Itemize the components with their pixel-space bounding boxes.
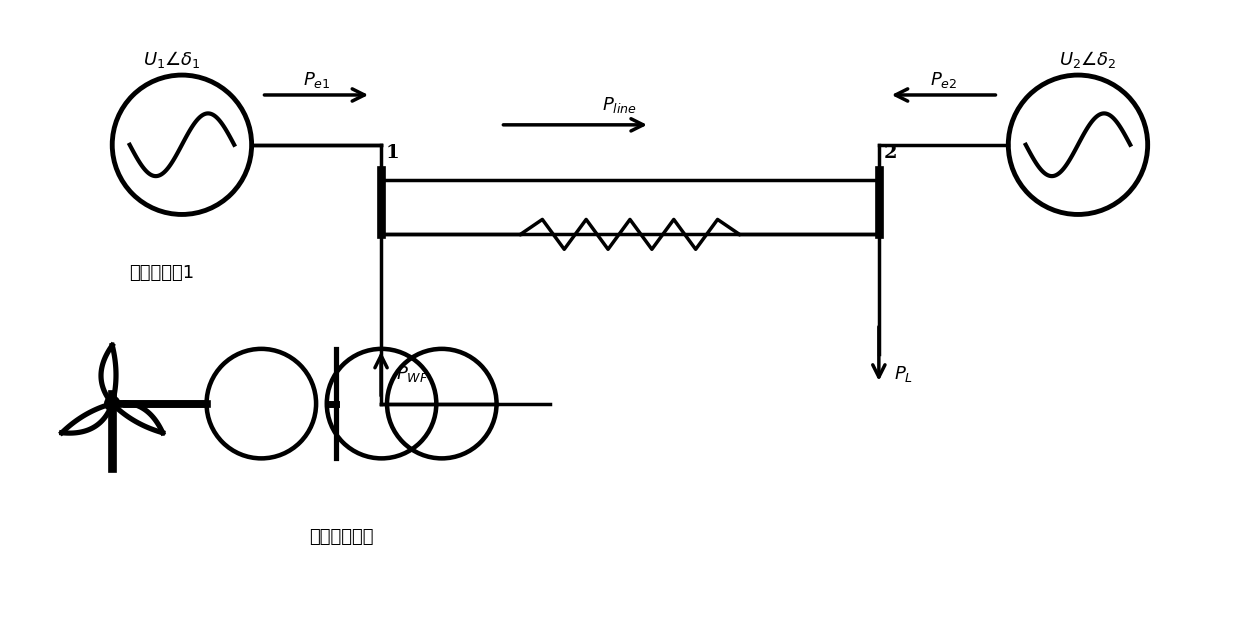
- Text: 2: 2: [884, 144, 898, 162]
- Text: $P_{e1}$: $P_{e1}$: [303, 70, 330, 90]
- Text: $P_{WF}$: $P_{WF}$: [396, 364, 429, 384]
- Text: 1: 1: [386, 144, 399, 162]
- Text: 同步发电机1: 同步发电机1: [129, 264, 195, 282]
- Text: $P_{line}$: $P_{line}$: [603, 95, 637, 115]
- Text: $P_L$: $P_L$: [894, 364, 913, 384]
- Text: $P_{e2}$: $P_{e2}$: [930, 70, 957, 90]
- Circle shape: [105, 397, 119, 410]
- Text: $U_1\angle\delta_1$: $U_1\angle\delta_1$: [143, 49, 201, 70]
- Text: $U_2\angle\delta_2$: $U_2\angle\delta_2$: [1059, 49, 1117, 70]
- Text: 直驱风电机组: 直驱风电机组: [309, 528, 373, 546]
